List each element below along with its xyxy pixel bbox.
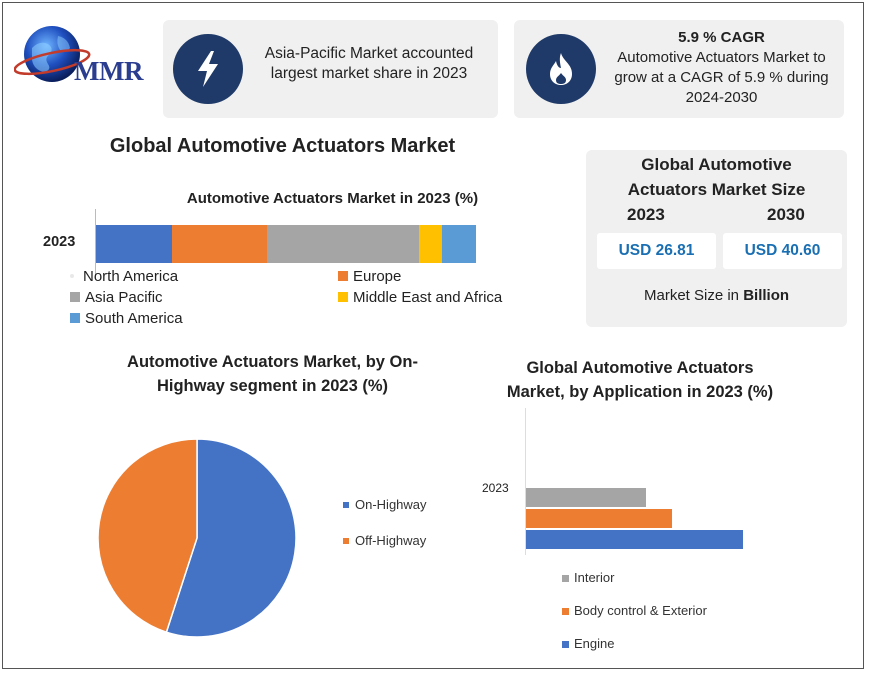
- legend-item-middle-east-and-africa: Middle East and Africa: [338, 289, 502, 306]
- legend-label: North America: [83, 268, 179, 285]
- market-size-title: Global Automotive Actuators Market Size: [627, 155, 806, 199]
- main-title: Global Automotive Actuators Market: [109, 135, 456, 157]
- flame-icon: [526, 34, 596, 104]
- market-size-note: Market Size in Billion: [586, 287, 847, 304]
- mmr-logo: MMR: [13, 18, 154, 98]
- region-chart-axis: [95, 209, 96, 277]
- bar-segment-south-america: [441, 225, 476, 263]
- legend-swatch: [70, 292, 80, 302]
- pie-slice-on-highway: [165, 438, 297, 638]
- bar-interior: [526, 488, 646, 507]
- market-size-year-start: 2023: [627, 205, 665, 224]
- legend-label: On-Highway: [355, 497, 427, 512]
- market-size-value-start: USD 26.81: [597, 233, 716, 269]
- globe-icon: [13, 26, 91, 82]
- legend-item-off-highway: Off-Highway: [343, 533, 426, 548]
- segment-pie-chart: [97, 438, 297, 638]
- market-size-note-unit: Billion: [743, 287, 790, 304]
- region-chart-category: 2023: [43, 234, 76, 250]
- legend-swatch: [70, 274, 74, 278]
- application-chart-category: 2023: [482, 481, 509, 495]
- lightning-icon: [173, 34, 243, 104]
- segment-chart-legend: On-Highway Off-Highway: [343, 497, 493, 557]
- market-share-card: Asia-Pacific Market accounted largest ma…: [163, 20, 498, 118]
- legend-swatch: [338, 292, 348, 302]
- market-size-value-end: USD 40.60: [723, 233, 842, 269]
- legend-label: Engine: [574, 636, 615, 651]
- legend-swatch: [343, 538, 349, 544]
- cagr-card: 5.9 % CAGR Automotive Actuators Market t…: [514, 20, 844, 118]
- legend-label: South America: [85, 310, 183, 327]
- bar-segment-north-america: [96, 225, 172, 263]
- legend-item-asia-pacific: Asia Pacific: [70, 289, 163, 306]
- legend-swatch: [562, 641, 569, 648]
- application-chart-title: Global Automotive Actuators Market, by A…: [506, 359, 774, 401]
- legend-item-engine: Engine: [562, 636, 614, 651]
- region-chart-legend: North America Europe Asia Pacific Middle Ea…: [70, 268, 550, 332]
- legend-swatch: [562, 575, 569, 582]
- segment-chart-title: Automotive Actuators Market, by On-Highw…: [127, 353, 418, 395]
- market-size-year-end: 2030: [767, 205, 805, 224]
- legend-item-south-america: South America: [70, 310, 183, 327]
- market-share-text: Asia-Pacific Market accounted largest ma…: [264, 45, 474, 82]
- legend-label: Asia Pacific: [85, 289, 163, 306]
- cagr-description: Automotive Actuators Market to grow at a…: [614, 49, 829, 106]
- legend-item-body-control-and-exterior: Body control & Exterior: [562, 603, 707, 618]
- logo-text: MMR: [74, 56, 143, 86]
- bar-engine: [526, 530, 743, 549]
- legend-label: Off-Highway: [355, 533, 427, 548]
- market-size-panel: Global Automotive Actuators Market Size …: [586, 150, 847, 327]
- market-size-note-prefix: Market Size in: [643, 287, 744, 304]
- bar-body-control-and-exterior: [526, 509, 673, 528]
- legend-item-on-highway: On-Highway: [343, 497, 427, 512]
- legend-swatch: [70, 313, 80, 323]
- bar-segment-asia-pacific: [267, 225, 419, 263]
- pie-slice-off-highway: [97, 438, 198, 634]
- legend-label: Middle East and Africa: [353, 289, 503, 306]
- bar-segment-middle-east-and-africa: [419, 225, 442, 263]
- region-stacked-bar: [96, 225, 476, 263]
- legend-item-interior: Interior: [562, 570, 614, 585]
- legend-item-north-america: North America: [70, 268, 178, 285]
- cagr-text-block: 5.9 % CAGR Automotive Actuators Market t…: [604, 28, 839, 108]
- application-chart-axis: [525, 408, 526, 555]
- region-chart-title: Automotive Actuators Market in 2023 (%): [186, 190, 479, 207]
- legend-label: Europe: [353, 268, 402, 285]
- legend-swatch: [338, 271, 348, 281]
- bar-segment-europe: [172, 225, 267, 263]
- cagr-title: 5.9 % CAGR: [678, 29, 765, 46]
- legend-swatch: [343, 502, 349, 508]
- legend-label: Body control & Exterior: [574, 603, 707, 618]
- legend-label: Interior: [574, 570, 615, 585]
- legend-swatch: [562, 608, 569, 615]
- legend-item-europe: Europe: [338, 268, 401, 285]
